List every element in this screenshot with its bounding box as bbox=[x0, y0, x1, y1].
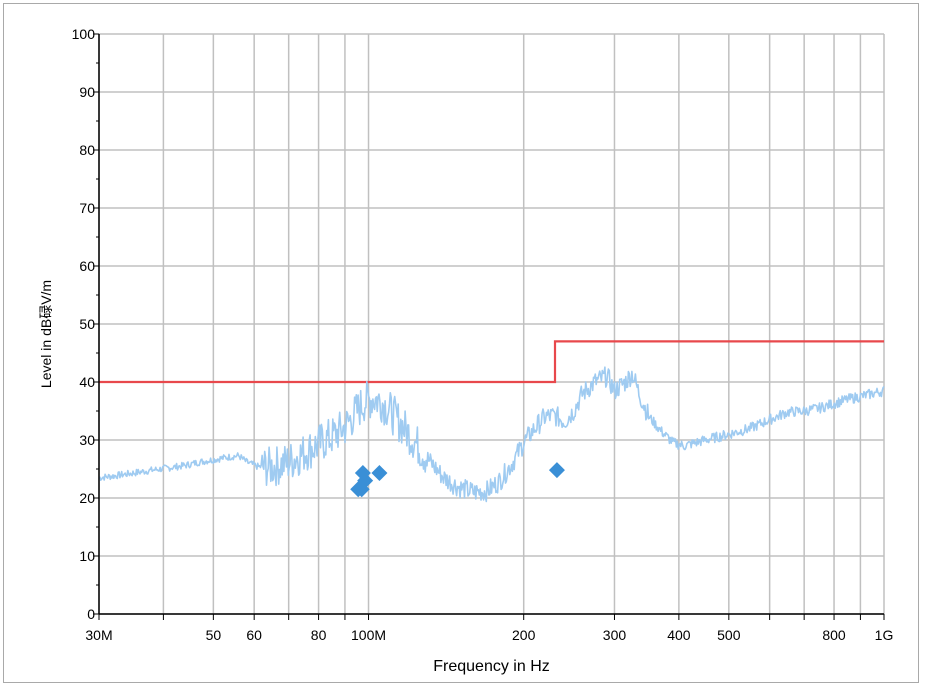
chart-frame: 0 10 20 30 40 50 60 70 80 90 100 30M 50 60 80 100M 200 30… bbox=[3, 3, 919, 683]
y-tick-label: 100 bbox=[72, 26, 96, 42]
x-axis-title: Frequency in Hz bbox=[433, 658, 550, 675]
axes: 0 10 20 30 40 50 60 70 80 90 100 30M 50 60 80 100M 200 30… bbox=[72, 26, 894, 643]
measured-trace bbox=[98, 366, 885, 503]
x-tick-label: 100M bbox=[351, 627, 386, 643]
y-tick-label: 0 bbox=[87, 606, 95, 622]
measurement-marker bbox=[371, 465, 388, 482]
grid bbox=[98, 33, 885, 615]
x-tick-label: 500 bbox=[717, 627, 741, 643]
chart: 0 10 20 30 40 50 60 70 80 90 100 30M 50 60 80 100M 200 30… bbox=[38, 26, 894, 675]
y-tick-label: 10 bbox=[79, 548, 95, 564]
x-tick-label: 30M bbox=[85, 627, 112, 643]
x-tick-label: 60 bbox=[246, 627, 262, 643]
measurement-marker bbox=[357, 472, 374, 489]
x-tick-label: 400 bbox=[667, 627, 691, 643]
y-tick-label: 20 bbox=[79, 490, 95, 506]
measurement-marker bbox=[548, 462, 565, 479]
x-tick-label: 1G bbox=[875, 627, 894, 643]
y-tick-label: 30 bbox=[79, 432, 95, 448]
y-tick-label: 70 bbox=[79, 200, 95, 216]
x-tick-label: 300 bbox=[603, 627, 627, 643]
y-axis-title: Level in dB碌V/m bbox=[38, 280, 54, 388]
marker-group bbox=[350, 462, 565, 498]
x-tick-label: 80 bbox=[311, 627, 327, 643]
y-tick-label: 50 bbox=[79, 316, 95, 332]
y-tick-label: 80 bbox=[79, 142, 95, 158]
trace-group bbox=[98, 366, 885, 503]
x-tick-label: 800 bbox=[822, 627, 846, 643]
y-tick-label: 60 bbox=[79, 258, 95, 274]
y-tick-label: 40 bbox=[79, 374, 95, 390]
limit-line-group bbox=[99, 340, 884, 384]
y-tick-label: 90 bbox=[79, 84, 95, 100]
limit-line bbox=[99, 340, 884, 384]
x-tick-label: 200 bbox=[512, 627, 536, 643]
x-tick-label: 50 bbox=[206, 627, 222, 643]
